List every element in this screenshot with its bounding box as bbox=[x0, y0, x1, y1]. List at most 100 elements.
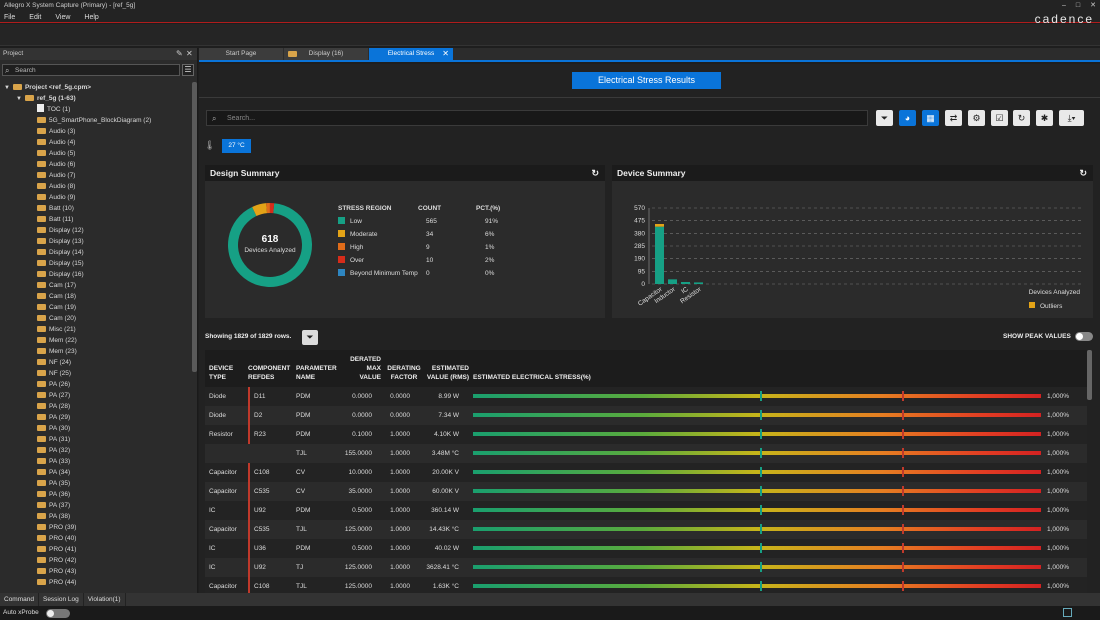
lightbulb-icon[interactable]: ✱ bbox=[1036, 110, 1053, 126]
download-icon[interactable]: ⤓▾ bbox=[1059, 110, 1084, 126]
table-filter-icon[interactable]: ⏷ bbox=[302, 330, 318, 345]
tree-item[interactable]: PRO (39) bbox=[0, 522, 192, 533]
checkbox-icon[interactable]: ☑ bbox=[991, 110, 1008, 126]
tab-start-page[interactable]: Start Page bbox=[199, 48, 283, 60]
tree-item[interactable]: PA (26) bbox=[0, 379, 192, 390]
tab-display-16[interactable]: Display (16) bbox=[284, 48, 368, 60]
tree-item[interactable]: PA (27) bbox=[0, 390, 192, 401]
menu-help[interactable]: Help bbox=[84, 14, 99, 21]
tree-item[interactable]: PRO (44) bbox=[0, 577, 192, 588]
status-icon[interactable] bbox=[1063, 608, 1072, 617]
tree-item[interactable]: PA (30) bbox=[0, 423, 192, 434]
table-row[interactable]: Capacitor C535 CV 35.0000 1.0000 60.00K V 1,00… bbox=[205, 482, 1087, 501]
settings-icon[interactable]: ⚙ bbox=[968, 110, 985, 126]
close-icon[interactable]: ✕ bbox=[1090, 2, 1096, 9]
tree-item[interactable]: PA (36) bbox=[0, 489, 192, 500]
expand-arrow-icon[interactable]: ▼ bbox=[16, 96, 22, 102]
pie-chart-icon[interactable]: ◕ bbox=[899, 110, 916, 126]
tree-item[interactable]: Cam (17) bbox=[0, 280, 192, 291]
pin-icon[interactable]: ✎ bbox=[176, 49, 183, 58]
bar-inductor[interactable] bbox=[668, 279, 677, 284]
tab-violation[interactable]: Violation(1) bbox=[84, 593, 126, 606]
tree-item[interactable]: PA (28) bbox=[0, 401, 192, 412]
donut-slice[interactable] bbox=[252, 203, 268, 217]
tree-item[interactable]: Audio (9) bbox=[0, 192, 192, 203]
close-tab-icon[interactable]: ✕ bbox=[442, 49, 449, 58]
table-row[interactable]: IC U92 PDM 0.5000 1.0000 360.14 W 1,000% bbox=[205, 501, 1087, 520]
tree-item[interactable]: ▼ Project <ref_5g.cpm> bbox=[0, 82, 192, 93]
menu-file[interactable]: File bbox=[4, 14, 16, 21]
tree-item[interactable]: NF (24) bbox=[0, 357, 192, 368]
tree-item[interactable]: Audio (8) bbox=[0, 181, 192, 192]
tree-item[interactable]: PA (29) bbox=[0, 412, 192, 423]
expand-arrow-icon[interactable]: ▼ bbox=[4, 85, 10, 91]
auto-xprobe-toggle[interactable] bbox=[46, 609, 70, 618]
bar-resistor[interactable] bbox=[694, 282, 703, 284]
table-row[interactable]: Diode D11 PDM 0.0000 0.0000 8.99 W 1,000% bbox=[205, 387, 1087, 406]
tree-item[interactable]: Display (12) bbox=[0, 225, 192, 236]
tree-item[interactable]: PA (35) bbox=[0, 478, 192, 489]
tree-item[interactable]: PRO (40) bbox=[0, 533, 192, 544]
tree-item[interactable]: Audio (6) bbox=[0, 159, 192, 170]
tree-item[interactable]: TOC (1) bbox=[0, 104, 192, 115]
tree-item[interactable]: Cam (20) bbox=[0, 313, 192, 324]
tab-electrical-stress[interactable]: Electrical Stress ✕ bbox=[369, 48, 453, 60]
tree-item[interactable]: Display (15) bbox=[0, 258, 192, 269]
table-row[interactable]: IC U92 TJ 125.0000 1.0000 3628.41 °C 1,000% bbox=[205, 558, 1087, 577]
bar-capacitor[interactable] bbox=[655, 226, 664, 284]
tree-item[interactable]: Audio (3) bbox=[0, 126, 192, 137]
table-icon[interactable]: ▦ bbox=[922, 110, 939, 126]
tree-item[interactable]: PRO (41) bbox=[0, 544, 192, 555]
col-estimated-value[interactable]: ESTIMATED VALUE (RMS) bbox=[426, 365, 469, 381]
tree-item[interactable]: PRO (42) bbox=[0, 555, 192, 566]
refresh-icon[interactable]: ↻ bbox=[591, 168, 599, 178]
tree-item[interactable]: NF (25) bbox=[0, 368, 192, 379]
tree-item[interactable]: PA (31) bbox=[0, 434, 192, 445]
col-device-type[interactable]: DEVICE TYPE bbox=[209, 365, 234, 381]
tree-item[interactable]: Batt (10) bbox=[0, 203, 192, 214]
table-scrollbar[interactable] bbox=[1087, 350, 1092, 400]
table-row[interactable]: Capacitor C108 TJL 125.0000 1.0000 1.63K °C 1,… bbox=[205, 577, 1087, 593]
col-electrical-stress[interactable]: ESTIMATED ELECTRICAL STRESS(%) bbox=[473, 374, 591, 381]
compare-icon[interactable]: ⇄ bbox=[945, 110, 962, 126]
bar-outliers[interactable] bbox=[655, 224, 664, 227]
refresh-icon[interactable]: ↻ bbox=[1013, 110, 1030, 126]
table-row[interactable]: TJL 155.0000 1.0000 3.48M °C 1,000% bbox=[205, 444, 1087, 463]
menu-edit[interactable]: Edit bbox=[29, 14, 42, 21]
col-component-refdes[interactable]: COMPONENT REFDES bbox=[248, 365, 291, 381]
tree-item[interactable]: Cam (18) bbox=[0, 291, 192, 302]
tree-item[interactable]: Batt (11) bbox=[0, 214, 192, 225]
tree-item[interactable]: PRO (43) bbox=[0, 566, 192, 577]
tree-item[interactable]: Misc (21) bbox=[0, 324, 192, 335]
tab-session-log[interactable]: Session Log bbox=[39, 593, 84, 606]
tree-item[interactable]: PA (34) bbox=[0, 467, 192, 478]
tree-item[interactable]: Audio (7) bbox=[0, 170, 192, 181]
tab-command[interactable]: Command bbox=[0, 593, 39, 606]
donut-slice[interactable] bbox=[228, 203, 312, 287]
tree-item[interactable]: Display (14) bbox=[0, 247, 192, 258]
menu-view[interactable]: View bbox=[55, 14, 71, 21]
table-row[interactable]: Capacitor C108 CV 10.0000 1.0000 20.00K V 1,00… bbox=[205, 463, 1087, 482]
tree-item[interactable]: Display (13) bbox=[0, 236, 192, 247]
col-parameter-name[interactable]: PARAMETER NAME bbox=[296, 365, 337, 381]
tree-item[interactable]: PA (33) bbox=[0, 456, 192, 467]
tree-item[interactable]: PA (38) bbox=[0, 511, 192, 522]
tree-item[interactable]: Cam (19) bbox=[0, 302, 192, 313]
col-derating-factor[interactable]: DERATING FACTOR bbox=[387, 365, 421, 381]
project-search-input[interactable]: ⌕ Search bbox=[2, 64, 180, 76]
show-peak-values-toggle[interactable] bbox=[1075, 332, 1093, 341]
table-row[interactable]: Diode D2 PDM 0.0000 0.0000 7.34 W 1,000% bbox=[205, 406, 1087, 425]
tree-item[interactable]: Audio (5) bbox=[0, 148, 192, 159]
tree-item[interactable]: PA (32) bbox=[0, 445, 192, 456]
results-search-input[interactable]: ⌕ Search... bbox=[206, 110, 868, 126]
tree-item[interactable]: Display (16) bbox=[0, 269, 192, 280]
donut-slice[interactable] bbox=[266, 203, 270, 214]
table-row[interactable]: Resistor R23 PDM 0.1000 1.0000 4.10K W 1,000% bbox=[205, 425, 1087, 444]
bar-ic[interactable] bbox=[681, 282, 690, 284]
tree-item[interactable]: PA (37) bbox=[0, 500, 192, 511]
tree-item[interactable]: Audio (4) bbox=[0, 137, 192, 148]
tree-item[interactable]: ▼ ref_5g (1-63) bbox=[0, 93, 192, 104]
hamburger-menu-icon[interactable]: ☰ bbox=[182, 64, 194, 76]
filter-icon[interactable]: ⏷ bbox=[876, 110, 893, 126]
tree-item[interactable]: 5G_SmartPhone_BlockDiagram (2) bbox=[0, 115, 192, 126]
